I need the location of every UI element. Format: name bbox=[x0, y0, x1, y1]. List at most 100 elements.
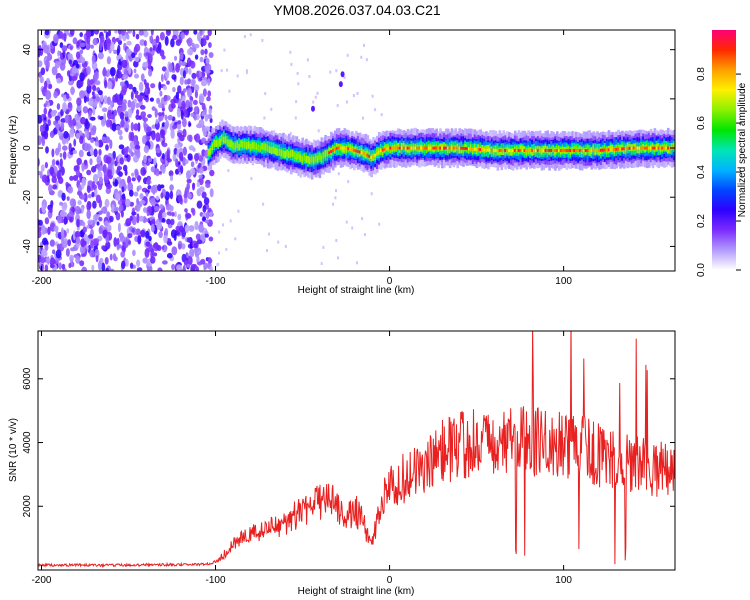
heatmap-cell bbox=[160, 192, 164, 199]
heatmap-cell bbox=[69, 45, 73, 51]
heatmap-cell bbox=[94, 71, 99, 81]
heatmap-cell bbox=[183, 193, 188, 199]
heatmap-cell bbox=[126, 40, 132, 46]
heatmap-cell bbox=[73, 138, 77, 147]
heatmap-cell bbox=[504, 149, 507, 152]
heatmap-cell bbox=[569, 149, 572, 152]
heatmap-cell bbox=[113, 109, 118, 117]
heatmap-cell bbox=[200, 258, 206, 265]
heatmap-cell bbox=[101, 107, 108, 112]
heatmap-cell bbox=[45, 124, 49, 132]
heatmap-cell bbox=[194, 54, 199, 60]
heatmap-cell bbox=[173, 55, 178, 61]
heatmap-cell bbox=[265, 143, 268, 151]
heatmap-cell bbox=[220, 69, 223, 73]
heatmap-cell bbox=[259, 144, 262, 152]
heatmap-cell bbox=[334, 196, 337, 200]
heatmap-cell bbox=[103, 30, 107, 34]
heatmap-cell bbox=[74, 230, 81, 239]
heatmap-cell bbox=[142, 30, 149, 38]
heatmap-cell bbox=[180, 165, 184, 174]
heatmap-cell bbox=[99, 35, 105, 43]
heatmap-cell bbox=[294, 116, 297, 120]
heatmap-cell bbox=[266, 144, 270, 152]
heatmap-cell bbox=[147, 114, 152, 118]
heatmap-cell bbox=[58, 262, 62, 270]
heatmap-cell bbox=[208, 108, 212, 115]
heatmap-cell bbox=[177, 164, 181, 173]
heatmap-cell bbox=[94, 213, 98, 222]
heatmap-cell bbox=[374, 108, 377, 112]
heatmap-cell bbox=[104, 198, 110, 208]
heatmap-cell bbox=[79, 42, 86, 47]
heatmap-y-tick-label: 40 bbox=[22, 44, 33, 56]
heatmap-cell bbox=[204, 233, 209, 238]
heatmap-cell bbox=[116, 48, 120, 56]
heatmap-cell bbox=[75, 236, 81, 244]
heatmap-cell bbox=[67, 53, 73, 59]
heatmap-cell bbox=[148, 68, 153, 77]
heatmap-cell bbox=[172, 34, 178, 41]
heatmap-cell bbox=[467, 146, 471, 154]
heatmap-cell bbox=[347, 147, 350, 151]
heatmap-cell bbox=[651, 146, 655, 150]
heatmap-cell bbox=[193, 242, 199, 249]
heatmap-cell bbox=[471, 147, 475, 151]
heatmap-cell bbox=[101, 136, 107, 143]
heatmap-cell bbox=[156, 97, 161, 104]
heatmap-cell bbox=[611, 148, 615, 151]
heatmap-cell bbox=[80, 238, 86, 248]
heatmap-cell bbox=[90, 138, 95, 143]
heatmap-cell bbox=[137, 185, 142, 191]
heatmap-cell bbox=[140, 73, 145, 82]
heatmap-cell bbox=[129, 262, 134, 269]
heatmap-cell bbox=[485, 148, 488, 152]
heatmap-cell bbox=[119, 81, 125, 87]
heatmap-cell bbox=[67, 102, 73, 112]
heatmap-y-tick-label: -20 bbox=[22, 190, 33, 205]
heatmap-cell bbox=[98, 90, 103, 96]
heatmap-cell bbox=[106, 211, 111, 219]
heatmap-cell bbox=[540, 149, 544, 152]
heatmap-cell bbox=[286, 149, 289, 157]
heatmap-cell bbox=[76, 124, 80, 131]
heatmap-cell bbox=[178, 225, 184, 233]
heatmap-y-tick-label: 0 bbox=[22, 145, 33, 151]
heatmap-cell bbox=[295, 100, 298, 104]
heatmap-panel: -200 -100 0 100 40 20 0 -20 -40 Height of strai… bbox=[8, 29, 676, 296]
heatmap-cell bbox=[158, 170, 162, 175]
heatmap-cell bbox=[187, 78, 191, 84]
heatmap-cell bbox=[605, 148, 609, 152]
heatmap-cell bbox=[94, 248, 100, 259]
heatmap-cell bbox=[580, 149, 584, 152]
heatmap-cell bbox=[38, 60, 43, 68]
heatmap-cell bbox=[96, 221, 100, 226]
heatmap-cell bbox=[339, 146, 343, 150]
heatmap-cell bbox=[207, 113, 213, 120]
heatmap-cell bbox=[222, 223, 224, 227]
heatmap-cell bbox=[385, 143, 389, 151]
heatmap-cell bbox=[79, 194, 86, 200]
heatmap-cell bbox=[213, 139, 216, 147]
heatmap-cell bbox=[167, 114, 173, 121]
heatmap-cell bbox=[163, 234, 168, 244]
heatmap-cell bbox=[445, 146, 448, 150]
heatmap-cell bbox=[75, 169, 80, 178]
heatmap-cell bbox=[88, 110, 92, 117]
snr-frame bbox=[37, 330, 676, 571]
heatmap-cell bbox=[83, 142, 89, 152]
heatmap-cell bbox=[38, 114, 43, 124]
heatmap-cell bbox=[62, 102, 67, 113]
heatmap-cell bbox=[362, 116, 364, 120]
heatmap-cell bbox=[179, 51, 184, 61]
heatmap-cell bbox=[598, 148, 601, 156]
heatmap-cell bbox=[159, 204, 164, 210]
heatmap-cell bbox=[647, 146, 651, 150]
heatmap-cell bbox=[104, 79, 108, 89]
heatmap-cell bbox=[192, 147, 196, 152]
heatmap-cell bbox=[272, 146, 276, 154]
heatmap-cell bbox=[161, 211, 167, 218]
heatmap-cell bbox=[169, 175, 174, 182]
heatmap-cell bbox=[171, 246, 178, 256]
heatmap-cell bbox=[517, 149, 521, 152]
